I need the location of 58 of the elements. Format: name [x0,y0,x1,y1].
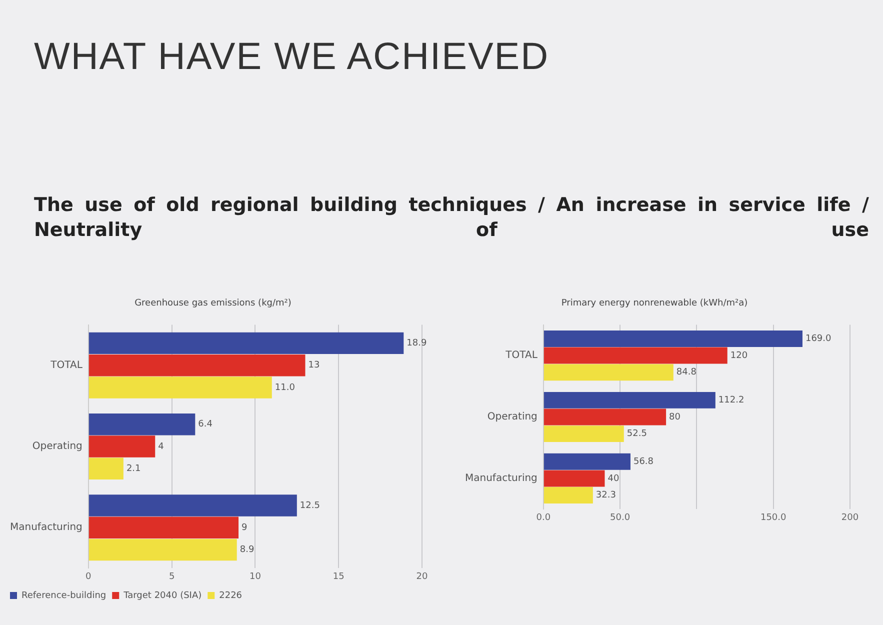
data-label: 40 [608,474,620,484]
data-label: 8.9 [240,545,254,556]
x-tick-label: 5 [168,572,175,582]
data-label: 84.8 [676,368,697,378]
y-tick-label: Manufacturing [464,473,538,484]
x-tick-label: 0 [86,572,92,582]
data-label: 11.0 [274,382,296,393]
bar [544,426,624,442]
x-tick-label: 10 [249,572,262,582]
x-tick-label: 0.0 [536,512,551,523]
legend-label: Reference-building [22,590,106,601]
x-tick-label: 200 [841,512,859,523]
data-label: 80 [669,412,681,422]
x-tick-label: 15 [332,572,344,582]
data-label: 2.1 [126,464,141,474]
bar [544,408,666,426]
data-label: 52.5 [626,429,647,440]
text: The use of old regional building techniques / An increase in service life / Neutrality of use [34,193,869,243]
bar [88,494,297,516]
bar [544,364,674,381]
bar [88,413,196,436]
x-tick-label: 150.0 [760,512,787,523]
bar [88,376,272,398]
text: WHAT HAVE WE ACHIEVED [34,36,550,79]
bar [544,487,593,504]
data-label: 4 [158,442,164,452]
y-tick-label: TOTAL [50,360,83,371]
data-label: 6.4 [198,420,213,430]
data-label: 9 [242,522,248,533]
data-label: 18.9 [406,338,427,349]
x-tick-label: 20 [416,572,428,582]
chart-title: Greenhouse gas emissions (kg/m²) [134,298,292,309]
bar [88,516,239,538]
bar [88,436,156,458]
y-tick-label: Operating [487,412,538,423]
data-label: 112.2 [718,396,744,406]
bar [88,354,306,376]
chart-title: Primary energy nonrenewable (kWh/m²a) [561,298,748,309]
x-tick-label: 50.0 [610,512,630,523]
data-label: 12.5 [300,500,320,511]
y-tick-label: Manufacturing [10,522,82,534]
bar [544,330,802,347]
data-label: 56.8 [633,457,654,468]
data-label: 32.3 [596,490,616,501]
bar [88,332,404,354]
legend-label: 2226 [219,590,242,601]
y-tick-label: TOTAL [504,350,538,362]
bar [544,347,728,364]
bar [88,458,124,480]
y-tick-label: Operating [32,441,82,452]
bar [544,470,605,487]
data-label: 120 [730,350,748,361]
bar [544,453,630,470]
bar [88,538,237,561]
legend-label: Target 2040 (SIA) [122,590,202,601]
data-label: 13 [308,360,320,371]
bar [544,392,716,408]
data-label: 169.0 [805,334,832,344]
